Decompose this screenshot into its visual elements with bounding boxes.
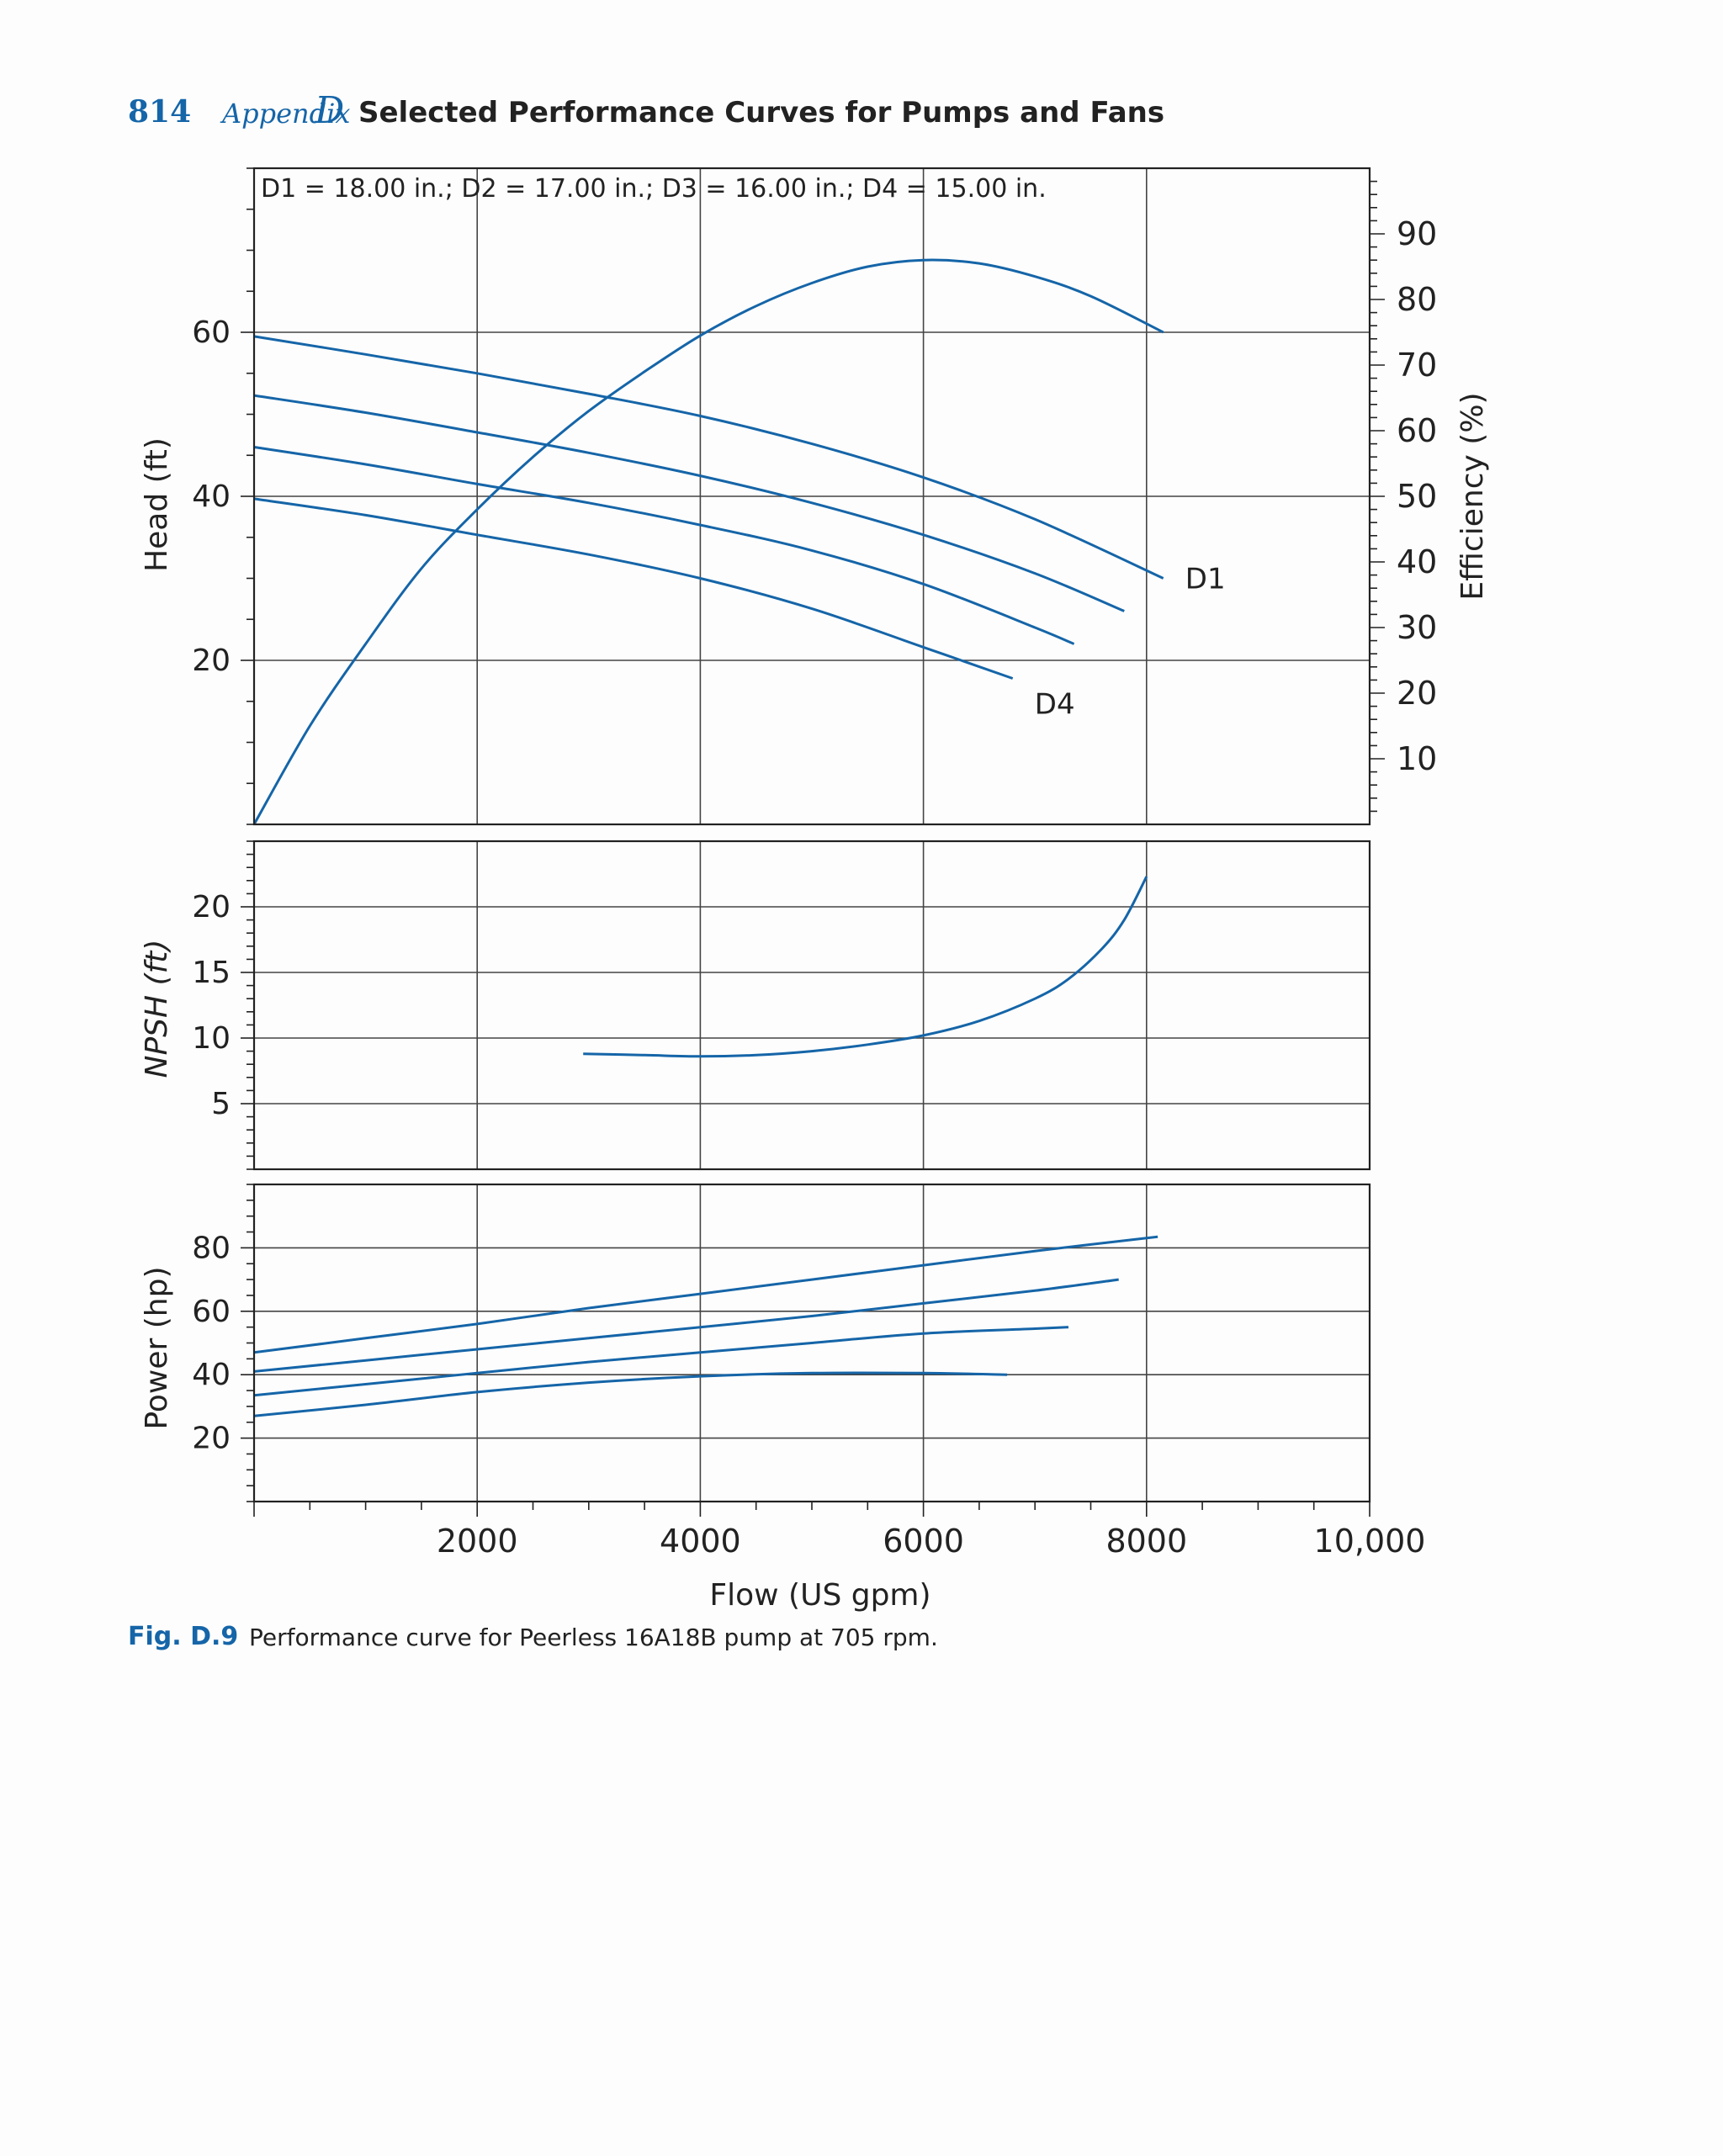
- efficiency-axis-title: Efficiency (%): [1455, 392, 1490, 600]
- text-layer: D1 D4 D1 = 18.00 in.; D2 = 17.00 in.; D3 =…: [140, 174, 1490, 1613]
- x-tick-label-8000: 8000: [1105, 1523, 1187, 1560]
- x-axis-title: Flow (US gpm): [709, 1578, 930, 1613]
- npsh-ytick-label-10: 10: [192, 1021, 231, 1056]
- head-curve-d3: [253, 446, 1075, 645]
- power-curve-d1: [253, 1235, 1158, 1354]
- head-curve-d1: [253, 335, 1164, 580]
- power-ytick-label-40: 40: [192, 1358, 231, 1392]
- x-tick-label-6000: 6000: [883, 1523, 964, 1560]
- x-tick-label-10000: 10,000: [1314, 1523, 1426, 1560]
- efficiency-tick-label-10: 10: [1397, 740, 1437, 777]
- head-axis-title: Head (ft): [140, 437, 174, 572]
- power-axis-title: Power (hp): [140, 1266, 174, 1429]
- power-ytick-label-20: 20: [192, 1422, 231, 1456]
- efficiency-tick-label-30: 30: [1397, 609, 1437, 646]
- efficiency-tick-label-90: 90: [1397, 215, 1437, 252]
- efficiency-tick-label-60: 60: [1397, 412, 1437, 449]
- efficiency-curve: [252, 258, 1164, 825]
- efficiency-tick-label-40: 40: [1397, 543, 1437, 580]
- power-curve-d2: [253, 1278, 1119, 1373]
- figure-label: Fig. D.9: [128, 1622, 239, 1651]
- frames-layer: [252, 167, 1371, 1503]
- head-curve-d4: [253, 497, 1014, 680]
- running-title: Selected Performance Curves for Pumps an…: [358, 96, 1165, 130]
- efficiency-tick-label-80: 80: [1397, 281, 1437, 318]
- npsh-curve: [583, 876, 1148, 1058]
- x-tick-label-4000: 4000: [660, 1523, 741, 1560]
- efficiency-tick-label-50: 50: [1397, 478, 1437, 515]
- power-curve-d4: [253, 1371, 1008, 1417]
- page-number: 814: [128, 94, 192, 130]
- power-ytick-label-80: 80: [192, 1231, 231, 1265]
- power-ytick-label-60: 60: [192, 1295, 231, 1329]
- x-tick-label-2000: 2000: [437, 1523, 518, 1560]
- npsh-axis-title: NPSH (ft): [140, 940, 174, 1078]
- grid-layer: [254, 168, 1370, 1502]
- head-curve-d2: [253, 394, 1125, 612]
- head-ytick-label-60: 60: [192, 315, 231, 350]
- npsh-ytick-label-20: 20: [192, 890, 231, 924]
- npsh-ytick-label-15: 15: [192, 956, 231, 990]
- npsh-panel-frame: [252, 840, 1371, 1171]
- curves-layer: [252, 258, 1164, 1417]
- power-curve-d3: [253, 1326, 1069, 1397]
- appendix-letter: D: [315, 89, 345, 132]
- chart-title: D1 = 18.00 in.; D2 = 17.00 in.; D3 = 16.…: [261, 174, 1047, 204]
- ticks-layer: [241, 167, 1385, 1517]
- efficiency-tick-label-70: 70: [1397, 347, 1437, 384]
- head-ytick-label-40: 40: [192, 479, 231, 514]
- curve-label-d4: D4: [1035, 687, 1075, 721]
- curve-label-d1: D1: [1185, 563, 1226, 596]
- npsh-ytick-label-5: 5: [211, 1087, 231, 1121]
- appendix-label: Appendix: [222, 98, 351, 130]
- efficiency-tick-label-20: 20: [1397, 675, 1437, 712]
- head-ytick-label-20: 20: [192, 644, 231, 678]
- figure-caption-text: Performance curve for Peerless 16A18B pu…: [249, 1624, 938, 1651]
